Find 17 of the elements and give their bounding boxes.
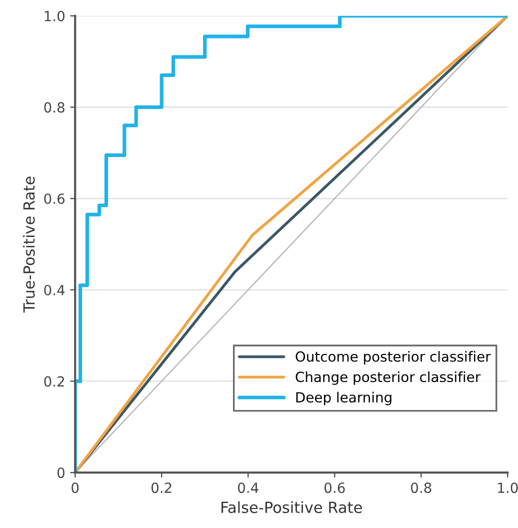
y-tick-label: 0.2	[44, 376, 64, 387]
legend-label: Deep learning	[296, 392, 392, 406]
x-tick-label: 0	[72, 482, 79, 494]
legend-label: Change posterior classifier	[296, 371, 481, 385]
x-tick-label: 1.0	[498, 482, 518, 494]
y-tick-label: 0.4	[44, 284, 65, 296]
x-tick-label: 0.8	[411, 482, 432, 494]
legend-label: Outcome posterior classifier	[296, 351, 491, 364]
x-tick-label: 0.2	[151, 482, 172, 494]
y-tick-label: 0.8	[44, 102, 64, 113]
x-axis-title: False-Positive Rate	[222, 501, 362, 514]
y-axis-title: True-Positive Rate	[22, 176, 35, 313]
x-tick-label: 0.6	[324, 482, 345, 494]
y-tick-label: 1.0	[44, 10, 64, 22]
x-tick-label: 0.4	[238, 482, 258, 494]
y-tick-label: 0.6	[44, 193, 65, 204]
y-tick-label: 0	[57, 468, 64, 478]
